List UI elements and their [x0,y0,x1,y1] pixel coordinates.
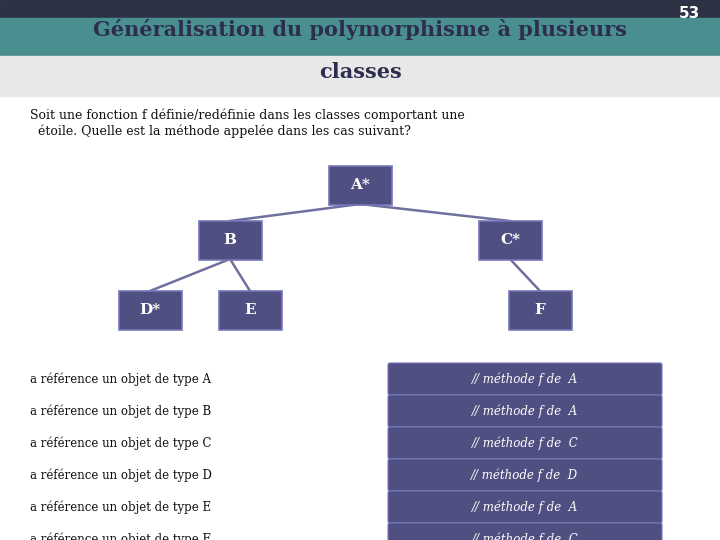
FancyBboxPatch shape [508,291,572,329]
Text: a référence un objet de type B: a référence un objet de type B [30,404,211,418]
FancyBboxPatch shape [388,491,662,523]
Text: étoile. Quelle est la méthode appelée dans les cas suivant?: étoile. Quelle est la méthode appelée da… [30,124,411,138]
FancyBboxPatch shape [388,427,662,459]
Text: E: E [244,303,256,317]
Text: a référence un objet de type E: a référence un objet de type E [30,500,211,514]
Text: F: F [534,303,546,317]
Text: // méthode f de  A: // méthode f de A [472,404,578,418]
FancyBboxPatch shape [479,220,541,260]
Text: Généralisation du polymorphisme à plusieurs: Généralisation du polymorphisme à plusie… [93,19,627,40]
Bar [0,18,720,56]
FancyBboxPatch shape [218,291,282,329]
FancyBboxPatch shape [328,165,392,205]
FancyBboxPatch shape [119,291,181,329]
Text: 53: 53 [679,6,700,22]
Bar [0,0,720,18]
Text: Soit une fonction f définie/redéfinie dans les classes comportant une: Soit une fonction f définie/redéfinie da… [30,108,464,122]
Text: D*: D* [140,303,161,317]
Text: // méthode f de  C: // méthode f de C [472,532,578,540]
FancyBboxPatch shape [388,395,662,427]
Text: a référence un objet de type A: a référence un objet de type A [30,372,211,386]
Text: a référence un objet de type F: a référence un objet de type F [30,532,211,540]
Text: B: B [223,233,236,247]
Text: // méthode f de  A: // méthode f de A [472,372,578,386]
Text: // méthode f de  D: // méthode f de D [472,468,579,482]
Text: // méthode f de  A: // méthode f de A [472,500,578,514]
Text: a référence un objet de type C: a référence un objet de type C [30,436,212,450]
FancyBboxPatch shape [388,523,662,540]
Text: A*: A* [350,178,370,192]
Text: a référence un objet de type D: a référence un objet de type D [30,468,212,482]
FancyBboxPatch shape [199,220,261,260]
Text: classes: classes [319,62,401,82]
FancyBboxPatch shape [388,363,662,395]
Bar [0,56,720,96]
FancyBboxPatch shape [388,459,662,491]
Text: C*: C* [500,233,520,247]
Text: // méthode f de  C: // méthode f de C [472,436,578,450]
